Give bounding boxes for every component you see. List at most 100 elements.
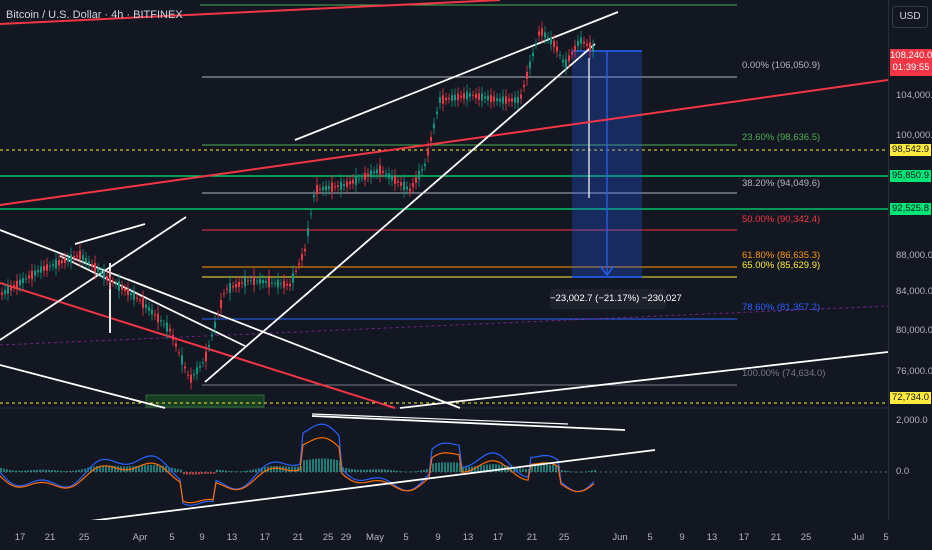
candle-body [361, 177, 363, 179]
histogram-bar [534, 465, 536, 472]
histogram-bar [489, 464, 491, 472]
measure-label: −23,002.7 (−21.17%) −230,027 [550, 289, 682, 309]
histogram-bar [231, 471, 233, 472]
histogram-bar [216, 469, 218, 472]
candle-body [325, 185, 327, 191]
histogram-bar [363, 469, 365, 472]
candle-body [298, 263, 300, 265]
red-trendline-down[interactable] [0, 282, 396, 409]
candle-body [292, 273, 294, 283]
red-trendline-top[interactable] [0, 0, 501, 25]
price-label: 80,000.0 [896, 325, 932, 336]
histogram-bar [81, 469, 83, 472]
histogram-bar [291, 466, 293, 472]
candle-body [277, 279, 279, 288]
histogram-bar [444, 462, 446, 472]
candle-body [433, 123, 435, 129]
histogram-bar [6, 469, 8, 472]
histogram-bar [249, 470, 251, 472]
histogram-bar [156, 464, 158, 472]
volume-zone [145, 394, 265, 408]
candle-body [175, 343, 177, 347]
histogram-bar [243, 471, 245, 472]
candle-body [358, 178, 360, 180]
candle-body [415, 177, 417, 183]
candle-body [226, 288, 228, 290]
currency-button[interactable]: USD [892, 6, 928, 28]
histogram-bar [207, 472, 209, 474]
candle-body [592, 45, 594, 52]
candle-body [541, 28, 543, 36]
candle-body [265, 280, 267, 284]
histogram-bar [549, 464, 551, 472]
histogram-bar [168, 466, 170, 472]
candle-body [64, 258, 66, 263]
candle-body [139, 299, 141, 301]
candle-body [322, 186, 324, 191]
price-scale[interactable] [888, 0, 932, 520]
histogram-bar [522, 468, 524, 472]
chart-canvas[interactable] [0, 0, 888, 520]
histogram-bar [576, 471, 578, 473]
histogram-bar [387, 469, 389, 472]
fib-retracement[interactable] [202, 76, 737, 386]
candle-body [466, 91, 468, 100]
candle-body [196, 367, 198, 374]
white-trendlines[interactable] [0, 11, 888, 409]
fib-label: 23.60% (98,636.5) [742, 132, 821, 143]
candle-body [70, 254, 72, 263]
candle-body [295, 270, 297, 272]
histogram-bar [273, 466, 275, 472]
histogram-bar [318, 458, 320, 472]
histogram-bar [153, 464, 155, 472]
histogram-bar [438, 462, 440, 472]
histogram-bar [423, 469, 425, 472]
time-label: 21 [44, 532, 56, 543]
candle-body [577, 40, 579, 46]
time-label: 5 [169, 532, 175, 543]
candle-body [382, 171, 384, 173]
candle-body [124, 288, 126, 292]
histogram-bar [492, 464, 494, 472]
candlestick-series[interactable] [1, 21, 594, 390]
histogram-bar [567, 470, 569, 472]
histogram-bar [108, 465, 110, 472]
histogram-bar [48, 469, 50, 472]
candle-body [232, 286, 234, 288]
candle-body [457, 93, 459, 101]
candle-body [505, 96, 507, 104]
histogram-bar [594, 469, 596, 472]
histogram-bar [219, 469, 221, 472]
histogram-bar [309, 459, 311, 472]
candle-body [334, 186, 336, 188]
macd-oscillator[interactable] [0, 423, 596, 506]
candle-body [571, 52, 573, 55]
time-label: 25 [800, 532, 812, 543]
candle-body [568, 55, 570, 62]
histogram-bar [351, 469, 353, 472]
histogram-bar [498, 464, 500, 472]
candle-body [253, 276, 255, 285]
histogram-bar [555, 465, 557, 472]
time-label: 17 [259, 532, 271, 543]
candle-body [169, 328, 171, 332]
histogram-bar [24, 470, 26, 472]
candle-body [301, 253, 303, 261]
candle-body [88, 261, 90, 264]
histogram-bar [39, 469, 41, 472]
candle-body [1, 292, 3, 295]
candle-body [562, 59, 564, 63]
histogram-bar [561, 470, 563, 472]
red-trendline-mid[interactable] [0, 79, 888, 206]
time-label: 9 [435, 532, 441, 543]
candle-body [22, 278, 24, 284]
candle-body [475, 93, 477, 99]
candle-body [193, 373, 195, 376]
candle-body [523, 84, 525, 88]
candle-body [133, 292, 135, 300]
histogram-bar [111, 465, 113, 472]
histogram-bar [384, 469, 386, 472]
time-label: 17 [738, 532, 750, 543]
candle-body [199, 365, 201, 368]
histogram-bar [591, 470, 593, 472]
